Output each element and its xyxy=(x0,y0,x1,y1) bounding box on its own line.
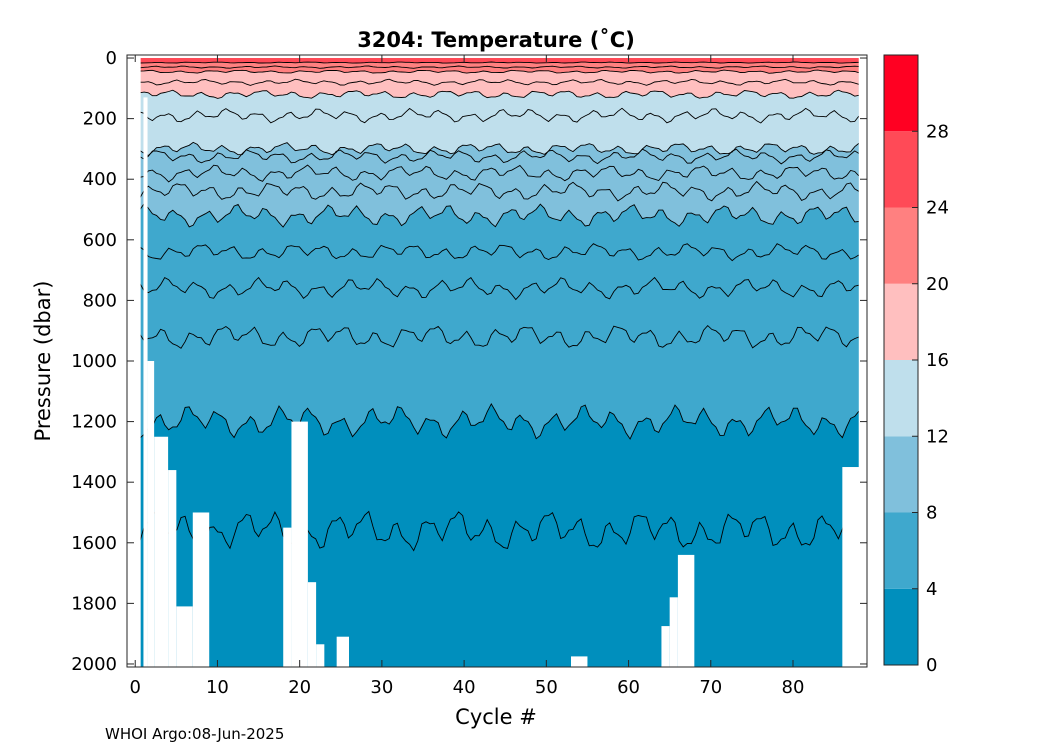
y-axis-label: Pressure (dbar) xyxy=(31,281,55,442)
colorbar-band xyxy=(884,360,918,437)
y-tick-label: 1200 xyxy=(71,412,117,433)
no-data-mask xyxy=(291,421,308,667)
colorbar-tick-label: 20 xyxy=(926,274,949,295)
isotherm-20 xyxy=(140,69,859,74)
footer-credit: WHOI Argo:08-Jun-2025 xyxy=(105,725,285,743)
y-tick-label: 400 xyxy=(83,169,117,190)
no-data-mask xyxy=(283,527,292,667)
isotherm-14 xyxy=(140,107,860,124)
temperature-band-24 xyxy=(140,58,859,64)
x-tick-label: 0 xyxy=(129,677,140,698)
no-data-mask xyxy=(669,597,678,667)
isotherm-24 xyxy=(140,61,859,64)
colorbar-tick-label: 24 xyxy=(926,198,949,219)
isotherm-10 xyxy=(140,164,860,183)
no-data-mask xyxy=(147,361,155,667)
colorbar-tick-label: 16 xyxy=(926,350,949,371)
colorbar-tick-label: 8 xyxy=(926,503,937,524)
no-data-mask xyxy=(571,656,588,667)
isotherm-22 xyxy=(140,65,859,69)
colorbar-band xyxy=(884,283,918,360)
no-data-mask xyxy=(316,644,325,667)
y-tick-label: 1400 xyxy=(71,472,117,493)
colorbar-band xyxy=(884,207,918,284)
colorbar-tick-label: 28 xyxy=(926,121,949,142)
isotherm-6 xyxy=(139,276,859,301)
isotherm-9 xyxy=(139,180,860,202)
isotherm-18 xyxy=(140,78,859,86)
x-tick-label: 80 xyxy=(782,677,805,698)
chart-title: 3204: Temperature (˚C) xyxy=(357,28,635,52)
no-data-mask xyxy=(143,97,148,667)
colorbar-band xyxy=(884,588,918,665)
isotherm-8 xyxy=(139,202,859,228)
x-tick-label: 60 xyxy=(617,677,640,698)
isotherm-4 xyxy=(139,402,860,440)
y-tick-label: 200 xyxy=(83,109,117,130)
no-data-mask xyxy=(661,626,670,667)
y-tick-label: 600 xyxy=(83,230,117,251)
y-tick-label: 2000 xyxy=(71,654,117,675)
no-data-mask xyxy=(677,554,695,667)
no-data-mask xyxy=(307,582,317,667)
colorbar: 0 4 8 12 16 20 24 28 xyxy=(883,54,949,676)
colorbar-tick-label: 4 xyxy=(926,579,937,600)
isotherm-16 xyxy=(140,89,859,99)
plot-area xyxy=(127,55,867,667)
isotherm-2 xyxy=(139,508,860,552)
y-tick-label: 800 xyxy=(83,290,117,311)
x-tick-label: 70 xyxy=(699,677,722,698)
y-tick-label: 1000 xyxy=(71,351,117,372)
no-data-mask xyxy=(192,512,210,667)
no-data-mask xyxy=(168,470,177,667)
y-tick-label: 0 xyxy=(106,48,117,69)
x-tick-label: 30 xyxy=(370,677,393,698)
y-axis: 0 200 400 600 800 1000 1200 1400 1600 1800 2000 xyxy=(71,48,867,675)
colorbar-tick-label: 12 xyxy=(926,426,949,447)
colorbar-band xyxy=(884,512,918,589)
x-axis: 0 10 20 30 40 50 60 70 80 xyxy=(129,55,804,698)
colorbar-band xyxy=(884,55,918,132)
colorbar-band xyxy=(884,436,918,513)
x-tick-label: 50 xyxy=(535,677,558,698)
y-tick-label: 1800 xyxy=(71,593,117,614)
x-tick-label: 20 xyxy=(288,677,311,698)
colorbar-band xyxy=(884,131,918,208)
colorbar-tick-label: 0 xyxy=(926,655,937,676)
isotherm-7 xyxy=(139,243,860,262)
no-data-mask xyxy=(154,436,169,667)
x-tick-label: 40 xyxy=(453,677,476,698)
x-tick-label: 10 xyxy=(206,677,229,698)
no-data-mask xyxy=(336,636,349,667)
isotherm-12 xyxy=(139,141,860,157)
isotherm-11 xyxy=(139,148,860,165)
y-tick-label: 1600 xyxy=(71,533,117,554)
isotherm-5 xyxy=(139,324,859,349)
no-data-mask xyxy=(176,606,193,667)
x-axis-label: Cycle # xyxy=(455,705,537,729)
